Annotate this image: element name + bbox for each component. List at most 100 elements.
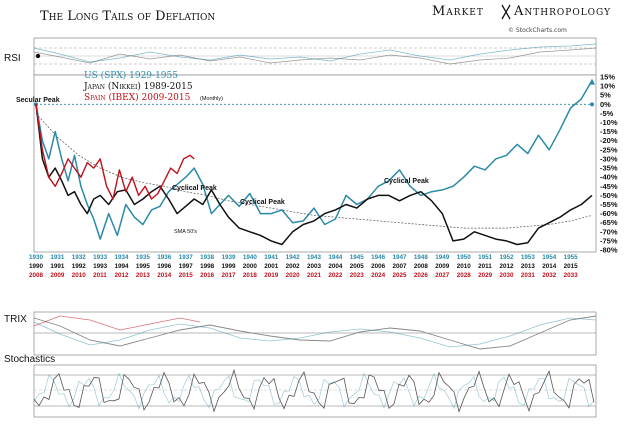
zero-marker-right [590, 102, 594, 107]
x-axis-labels: 1930 1931 1932 1933 1934 1935 1936 1937 1938 1939… [29, 254, 578, 279]
x-label-us: 1955 [564, 254, 579, 261]
y-tick-label: -25% [600, 145, 618, 154]
x-label-spain: 2009 [50, 272, 65, 279]
y-tick-label: -35% [600, 164, 618, 173]
x-label-us: 1936 [157, 254, 172, 261]
y-tick-label: -30% [600, 154, 618, 163]
x-label-japan: 2003 [307, 263, 322, 270]
x-label-spain: 2028 [457, 272, 472, 279]
x-label-spain: 2020 [286, 272, 301, 279]
x-label-japan: 2000 [243, 263, 258, 270]
x-label-us: 1932 [72, 254, 87, 261]
x-label-us: 1950 [457, 254, 472, 261]
x-label-us: 1933 [93, 254, 108, 261]
trix-panel [33, 311, 597, 356]
x-label-spain: 2031 [521, 272, 536, 279]
series-us-line [35, 80, 593, 240]
series-spain-line [35, 104, 195, 200]
x-label-spain: 2013 [136, 272, 151, 279]
x-label-japan: 2001 [264, 263, 279, 270]
x-label-us: 1931 [50, 254, 65, 261]
x-label-spain: 2030 [499, 272, 514, 279]
x-label-japan: 2008 [414, 263, 429, 270]
x-label-us: 1935 [136, 254, 151, 261]
x-label-spain: 2029 [478, 272, 493, 279]
x-label-japan: 1991 [50, 263, 65, 270]
stochastics-label: Stochastics [4, 354, 55, 365]
x-label-spain: 2022 [328, 272, 343, 279]
x-label-japan: 2013 [521, 263, 536, 270]
x-label-spain: 2033 [564, 272, 579, 279]
x-label-spain: 2025 [393, 272, 408, 279]
x-label-us: 1942 [286, 254, 301, 261]
x-label-us: 1948 [414, 254, 429, 261]
y-tick-label: 10% [600, 82, 615, 91]
x-label-japan: 1992 [72, 263, 87, 270]
x-label-japan: 1993 [93, 263, 108, 270]
x-label-us: 1937 [179, 254, 194, 261]
annotation-cyclical-peak-2: Cyclical Peak [240, 199, 285, 206]
series-us-arrow [589, 78, 595, 85]
x-label-japan: 1998 [200, 263, 215, 270]
x-label-japan: 2014 [542, 263, 557, 270]
x-label-us: 1953 [521, 254, 536, 261]
annotation-sma: SMA 50's [174, 229, 197, 235]
annotation-cyclical-peak-3: Cyclical Peak [384, 178, 429, 185]
x-label-us: 1952 [499, 254, 514, 261]
chart-title: The Long Tails of Deflation [40, 9, 215, 24]
x-label-spain: 2024 [371, 272, 386, 279]
x-label-spain: 2021 [307, 272, 322, 279]
y-tick-label: -45% [600, 182, 618, 191]
y-tick-label: -5% [600, 109, 614, 118]
brand-logo-icon [501, 4, 511, 20]
x-label-japan: 1999 [221, 263, 236, 270]
x-label-us: 1945 [350, 254, 365, 261]
x-label-japan: 2009 [435, 263, 450, 270]
x-label-spain: 2011 [93, 272, 107, 279]
y-tick-label: -55% [600, 200, 618, 209]
brand-right: Anthropology [513, 4, 611, 19]
main-panel [33, 74, 597, 253]
series-sma-line [35, 113, 593, 229]
x-label-japan: 2012 [499, 263, 514, 270]
x-label-spain: 2008 [29, 272, 44, 279]
x-label-us: 1947 [393, 254, 408, 261]
legend-spain-note: (Monthly) [200, 96, 223, 102]
x-label-japan: 2015 [564, 263, 579, 270]
x-label-spain: 2015 [179, 272, 194, 279]
rsi-label: RSI [4, 53, 21, 64]
x-label-us: 1951 [478, 254, 493, 261]
y-tick-label: -10% [600, 118, 618, 127]
x-label-us: 1940 [243, 254, 258, 261]
x-label-us: 1943 [307, 254, 322, 261]
annotation-secular-peak: Secular Peak [16, 97, 60, 104]
x-label-us: 1944 [328, 254, 343, 261]
series-lines [35, 78, 595, 246]
annotation-cyclical-peak-1: Cyclical Peak [172, 185, 217, 192]
x-label-spain: 2032 [542, 272, 557, 279]
y-tick-label: -70% [600, 227, 618, 236]
x-label-us: 1939 [221, 254, 236, 261]
x-label-us: 1946 [371, 254, 386, 261]
stochastics-panel [33, 364, 597, 418]
legend-spain: Spain (IBEX) 2009-2015 [84, 92, 191, 103]
x-label-japan: 2010 [457, 263, 472, 270]
source-credit: © StockCharts.com [508, 27, 567, 34]
x-label-us: 1934 [115, 254, 130, 261]
x-label-japan: 2004 [328, 263, 343, 270]
y-tick-label: 5% [600, 91, 611, 100]
rsi-panel [33, 37, 597, 76]
legend-japan: Japan (Nikkei) 1989-2015 [83, 81, 193, 92]
x-label-japan: 1995 [136, 263, 151, 270]
x-label-spain: 2017 [221, 272, 236, 279]
x-label-us: 1954 [542, 254, 557, 261]
x-label-us: 1941 [264, 254, 279, 261]
x-label-japan: 2006 [371, 263, 386, 270]
x-label-spain: 2026 [414, 272, 429, 279]
legend-us: US (SPX) 1929-1955 [84, 70, 178, 81]
y-tick-label: 0% [600, 100, 611, 109]
y-tick-label: -20% [600, 136, 618, 145]
x-label-japan: 2002 [286, 263, 301, 270]
x-label-us: 1938 [200, 254, 215, 261]
